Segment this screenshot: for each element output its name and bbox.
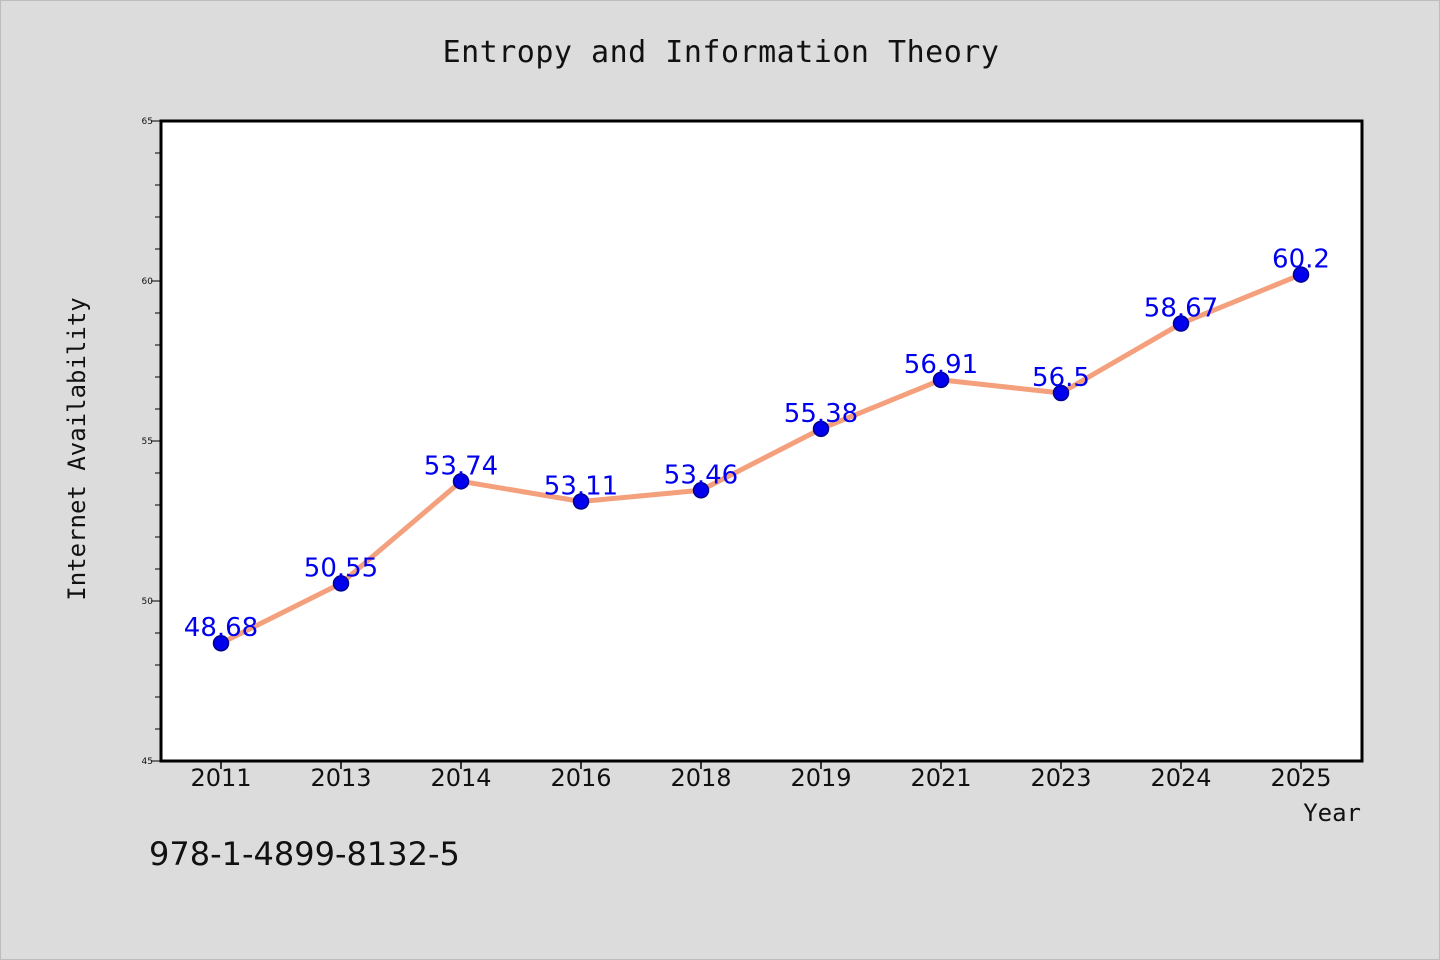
data-point-marker (1292, 266, 1310, 283)
x-tick-label: 2023 (1030, 764, 1091, 792)
y-axis-label: Internet Availability (63, 297, 91, 600)
x-tick-label: 2011 (190, 764, 251, 792)
isbn-text: 978-1-4899-8132-5 (149, 835, 460, 873)
data-label: 55.38 (784, 399, 858, 429)
y-axis-ticks: 45 50 55 60 65 (142, 117, 161, 767)
x-tick-label: 2024 (1150, 764, 1211, 792)
plot-area (159, 119, 1364, 763)
data-label: 48.68 (184, 613, 258, 643)
data-point-marker (1052, 384, 1070, 402)
data-label: 53.11 (544, 471, 618, 501)
data-label: 56.91 (904, 350, 978, 380)
y-tick-label: 65 (142, 117, 153, 127)
data-point-marker (692, 482, 710, 499)
y-tick-label: 50 (142, 597, 154, 607)
data-point-marker (212, 634, 230, 652)
x-tick-label: 2021 (910, 764, 971, 792)
data-markers (212, 266, 1310, 652)
data-point-marker (332, 575, 350, 592)
data-label: 60.2 (1272, 245, 1330, 275)
data-label: 56.5 (1032, 363, 1090, 393)
chart-title: Entropy and Information Theory (442, 35, 1000, 70)
data-point-marker (452, 473, 470, 490)
x-tick-label: 2018 (670, 764, 731, 792)
x-tick-label: 2016 (550, 764, 611, 792)
data-label: 53.74 (424, 451, 498, 481)
data-label: 53.46 (664, 460, 738, 490)
x-tick-label: 2025 (1270, 764, 1331, 792)
series-lines (218, 272, 1304, 646)
data-label: 58.67 (1144, 294, 1218, 324)
x-axis-ticks: 2011 2013 2014 2016 2018 2019 2021 2023 2024 2025 (190, 761, 1332, 792)
x-tick-label: 2019 (790, 764, 851, 792)
y-tick-label: 60 (142, 277, 154, 287)
series-line (218, 272, 1304, 646)
x-tick-label: 2013 (310, 764, 371, 792)
data-point-marker (812, 420, 830, 438)
y-tick-label: 55 (142, 437, 153, 447)
x-axis-label: Year (1303, 799, 1361, 827)
data-labels: 48.68 50.55 53.74 53.11 53.46 55.38 56.91 56.5 5… (184, 245, 1330, 644)
data-point-marker (572, 493, 590, 510)
data-label: 50.55 (304, 553, 378, 583)
x-tick-label: 2014 (430, 764, 491, 792)
y-tick-label: 45 (142, 757, 153, 767)
data-point-marker (1172, 315, 1190, 332)
data-point-marker (932, 371, 950, 389)
